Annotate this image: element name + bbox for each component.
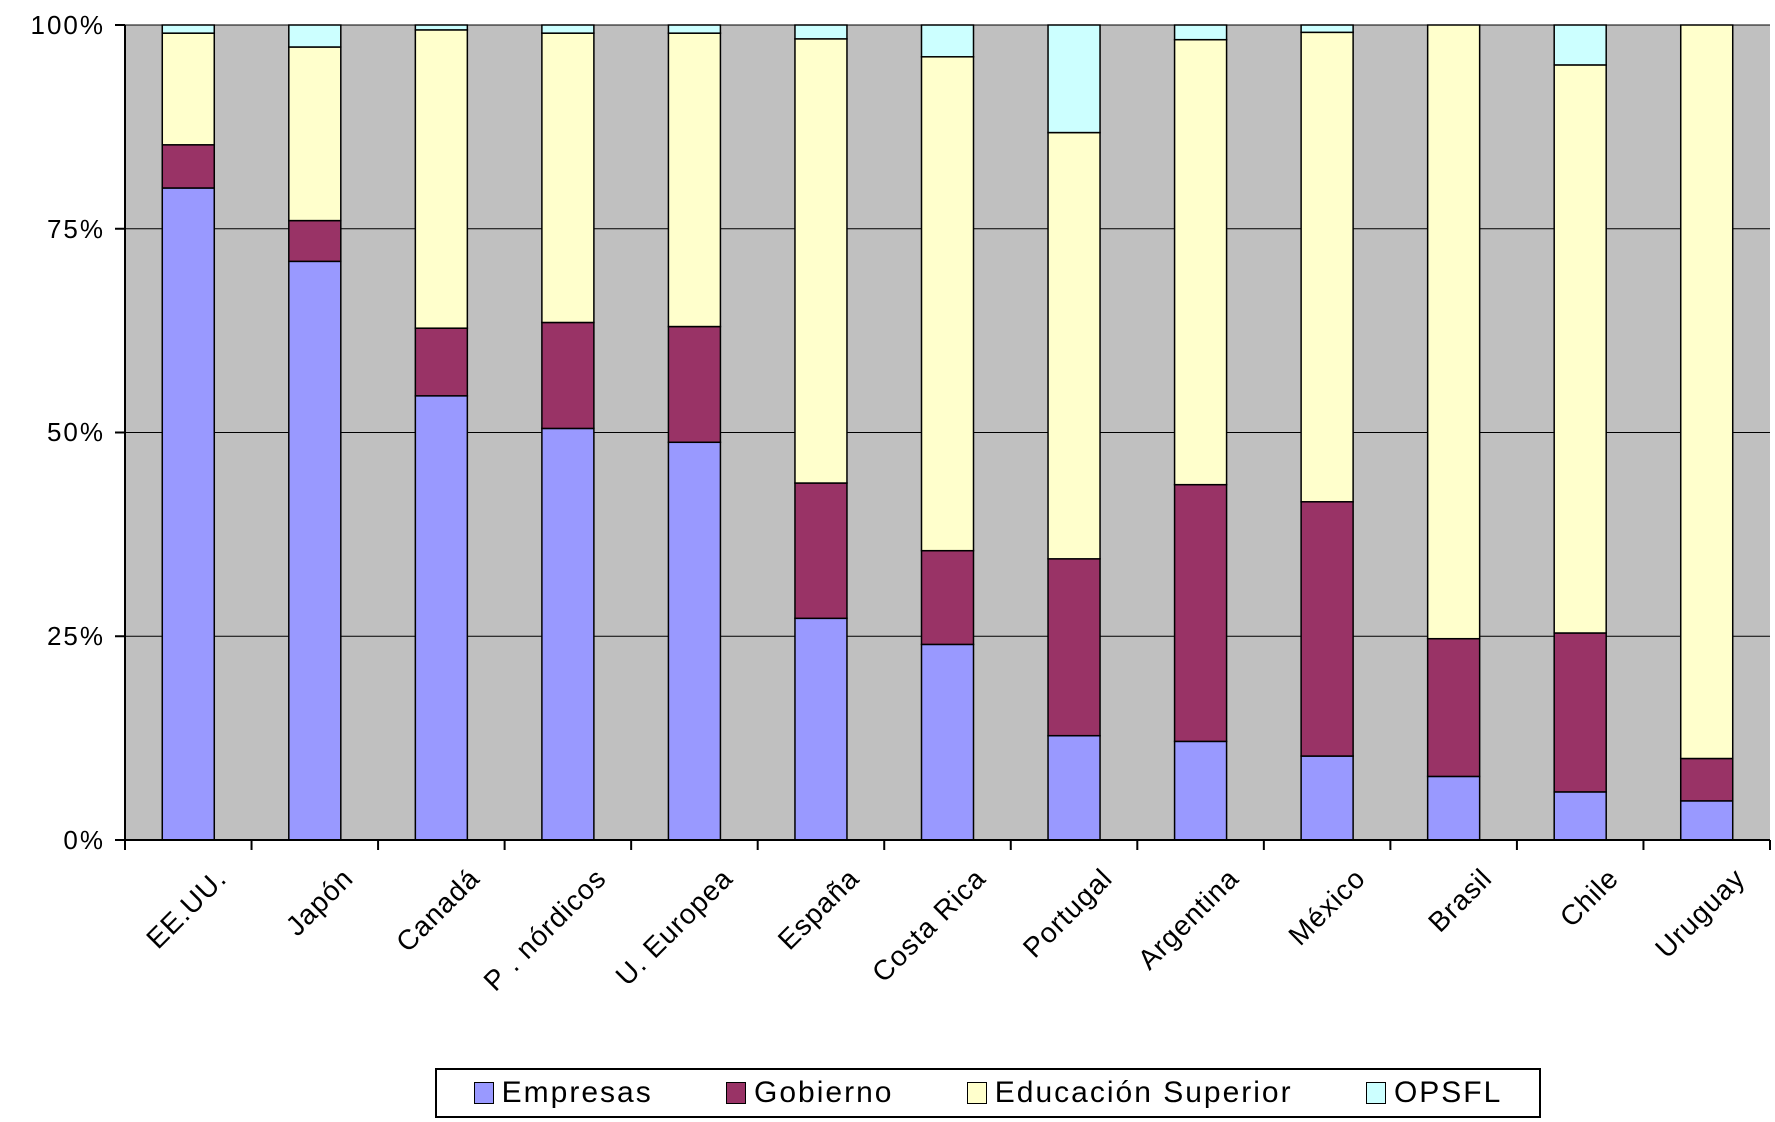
bar-segment bbox=[288, 46, 342, 222]
bar-segment bbox=[667, 325, 722, 444]
legend-swatch bbox=[473, 1082, 494, 1104]
stacked-bar-chart: 0% 25% 50% 75% 100% EE.UU. Japón Canadá … bbox=[31, 10, 1771, 997]
bar-segment bbox=[414, 24, 469, 31]
x-tick-label-mexico: México bbox=[1282, 862, 1371, 951]
legend: Empresas Gobierno Educación Superior OPS… bbox=[435, 1068, 1541, 1118]
bar-segment bbox=[541, 32, 595, 324]
bar-segment bbox=[1553, 64, 1607, 634]
x-tick-label-uruguay: Uruguay bbox=[1649, 862, 1751, 964]
bar-segment bbox=[920, 643, 975, 841]
legend-label: Educación Superior bbox=[994, 1076, 1293, 1109]
bar-segment bbox=[667, 32, 722, 328]
bar-segment bbox=[541, 427, 595, 841]
x-tick-label-canada: Canadá bbox=[390, 862, 486, 958]
bar-segment bbox=[794, 617, 848, 841]
legend-swatch bbox=[726, 1082, 747, 1104]
y-tick-label: 25% bbox=[47, 621, 105, 651]
y-tick-label: 0% bbox=[63, 825, 105, 855]
x-tick-label-brasil: Brasil bbox=[1422, 862, 1498, 938]
legend-label: Empresas bbox=[501, 1076, 653, 1109]
x-tick-label-portugal: Portugal bbox=[1017, 862, 1118, 963]
y-tick-labels: 0% 25% 50% 75% 100% bbox=[31, 10, 106, 855]
bar-segment bbox=[920, 56, 975, 552]
bar-segment bbox=[920, 24, 975, 58]
legend-item-gobierno: Gobierno bbox=[726, 1076, 893, 1110]
y-tick-label: 75% bbox=[47, 214, 105, 244]
bar-segment bbox=[794, 38, 848, 484]
bar-segment bbox=[414, 327, 469, 397]
x-tick-label-argentina: Argentina bbox=[1132, 862, 1245, 975]
x-tick-label-japon: Japón bbox=[280, 862, 359, 941]
bars bbox=[161, 24, 1734, 841]
bar-segment bbox=[1426, 775, 1481, 841]
bar-segment bbox=[288, 260, 342, 841]
bar-segment bbox=[1553, 791, 1607, 841]
bar-segment bbox=[1173, 24, 1228, 41]
bar-segment bbox=[1426, 24, 1481, 640]
bar-segment bbox=[1426, 637, 1481, 778]
bar-segment bbox=[1300, 31, 1354, 503]
legend-swatch bbox=[1365, 1082, 1386, 1104]
x-tick-label-chile: Chile bbox=[1554, 862, 1625, 933]
x-tick-label-p-nordicos: P . nórdicos bbox=[478, 862, 613, 997]
bar-segment bbox=[1553, 24, 1607, 66]
bar-segment bbox=[541, 321, 595, 430]
x-tick-label-espana: España bbox=[772, 862, 865, 955]
bar-segment bbox=[1047, 734, 1101, 841]
x-tick-label-u-europea: U. Europea bbox=[610, 862, 739, 991]
axes bbox=[115, 24, 1771, 850]
bar-segment bbox=[1679, 800, 1734, 841]
legend-item-empresas: Empresas bbox=[473, 1076, 653, 1110]
bar-segment bbox=[1047, 558, 1101, 737]
y-tick-label: 100% bbox=[31, 10, 106, 40]
bar-segment bbox=[1679, 24, 1734, 760]
bar-segment bbox=[161, 187, 216, 841]
y-tick-label: 50% bbox=[47, 417, 105, 447]
bar-segment bbox=[1173, 483, 1228, 743]
bar-segment bbox=[1300, 501, 1354, 757]
bar-segment bbox=[667, 24, 722, 34]
bar-segment bbox=[1047, 131, 1101, 560]
bar-segment bbox=[161, 32, 216, 146]
x-tick-labels: EE.UU. Japón Canadá P . nórdicos U. Euro… bbox=[140, 862, 1751, 997]
bar-segment bbox=[414, 395, 469, 841]
bar-segment bbox=[1679, 757, 1734, 802]
bar-segment bbox=[288, 24, 342, 48]
legend-label: Gobierno bbox=[754, 1076, 894, 1109]
legend-item-opsfl: OPSFL bbox=[1365, 1076, 1503, 1110]
bar-segment bbox=[794, 482, 848, 620]
bar-segment bbox=[667, 441, 722, 841]
bar-segment bbox=[1173, 38, 1228, 486]
legend-label: OPSFL bbox=[1393, 1076, 1503, 1109]
bar-segment bbox=[161, 24, 216, 34]
bar-segment bbox=[1553, 632, 1607, 793]
legend-swatch bbox=[966, 1082, 987, 1104]
bar-segment bbox=[541, 24, 595, 34]
bar-segment bbox=[920, 549, 975, 646]
bar-segment bbox=[1173, 740, 1228, 841]
legend-item-educacion-superior: Educación Superior bbox=[966, 1076, 1293, 1110]
bar-segment bbox=[161, 144, 216, 189]
bar-segment bbox=[288, 219, 342, 263]
bar-segment bbox=[1300, 755, 1354, 841]
bar-segment bbox=[414, 29, 469, 329]
bar-segment bbox=[1300, 24, 1354, 34]
x-tick-label-costa-rica: Costa Rica bbox=[866, 862, 992, 988]
x-tick-label-eeuu: EE.UU. bbox=[140, 862, 232, 954]
bar-segment bbox=[1047, 24, 1101, 134]
bar-segment bbox=[794, 24, 848, 40]
